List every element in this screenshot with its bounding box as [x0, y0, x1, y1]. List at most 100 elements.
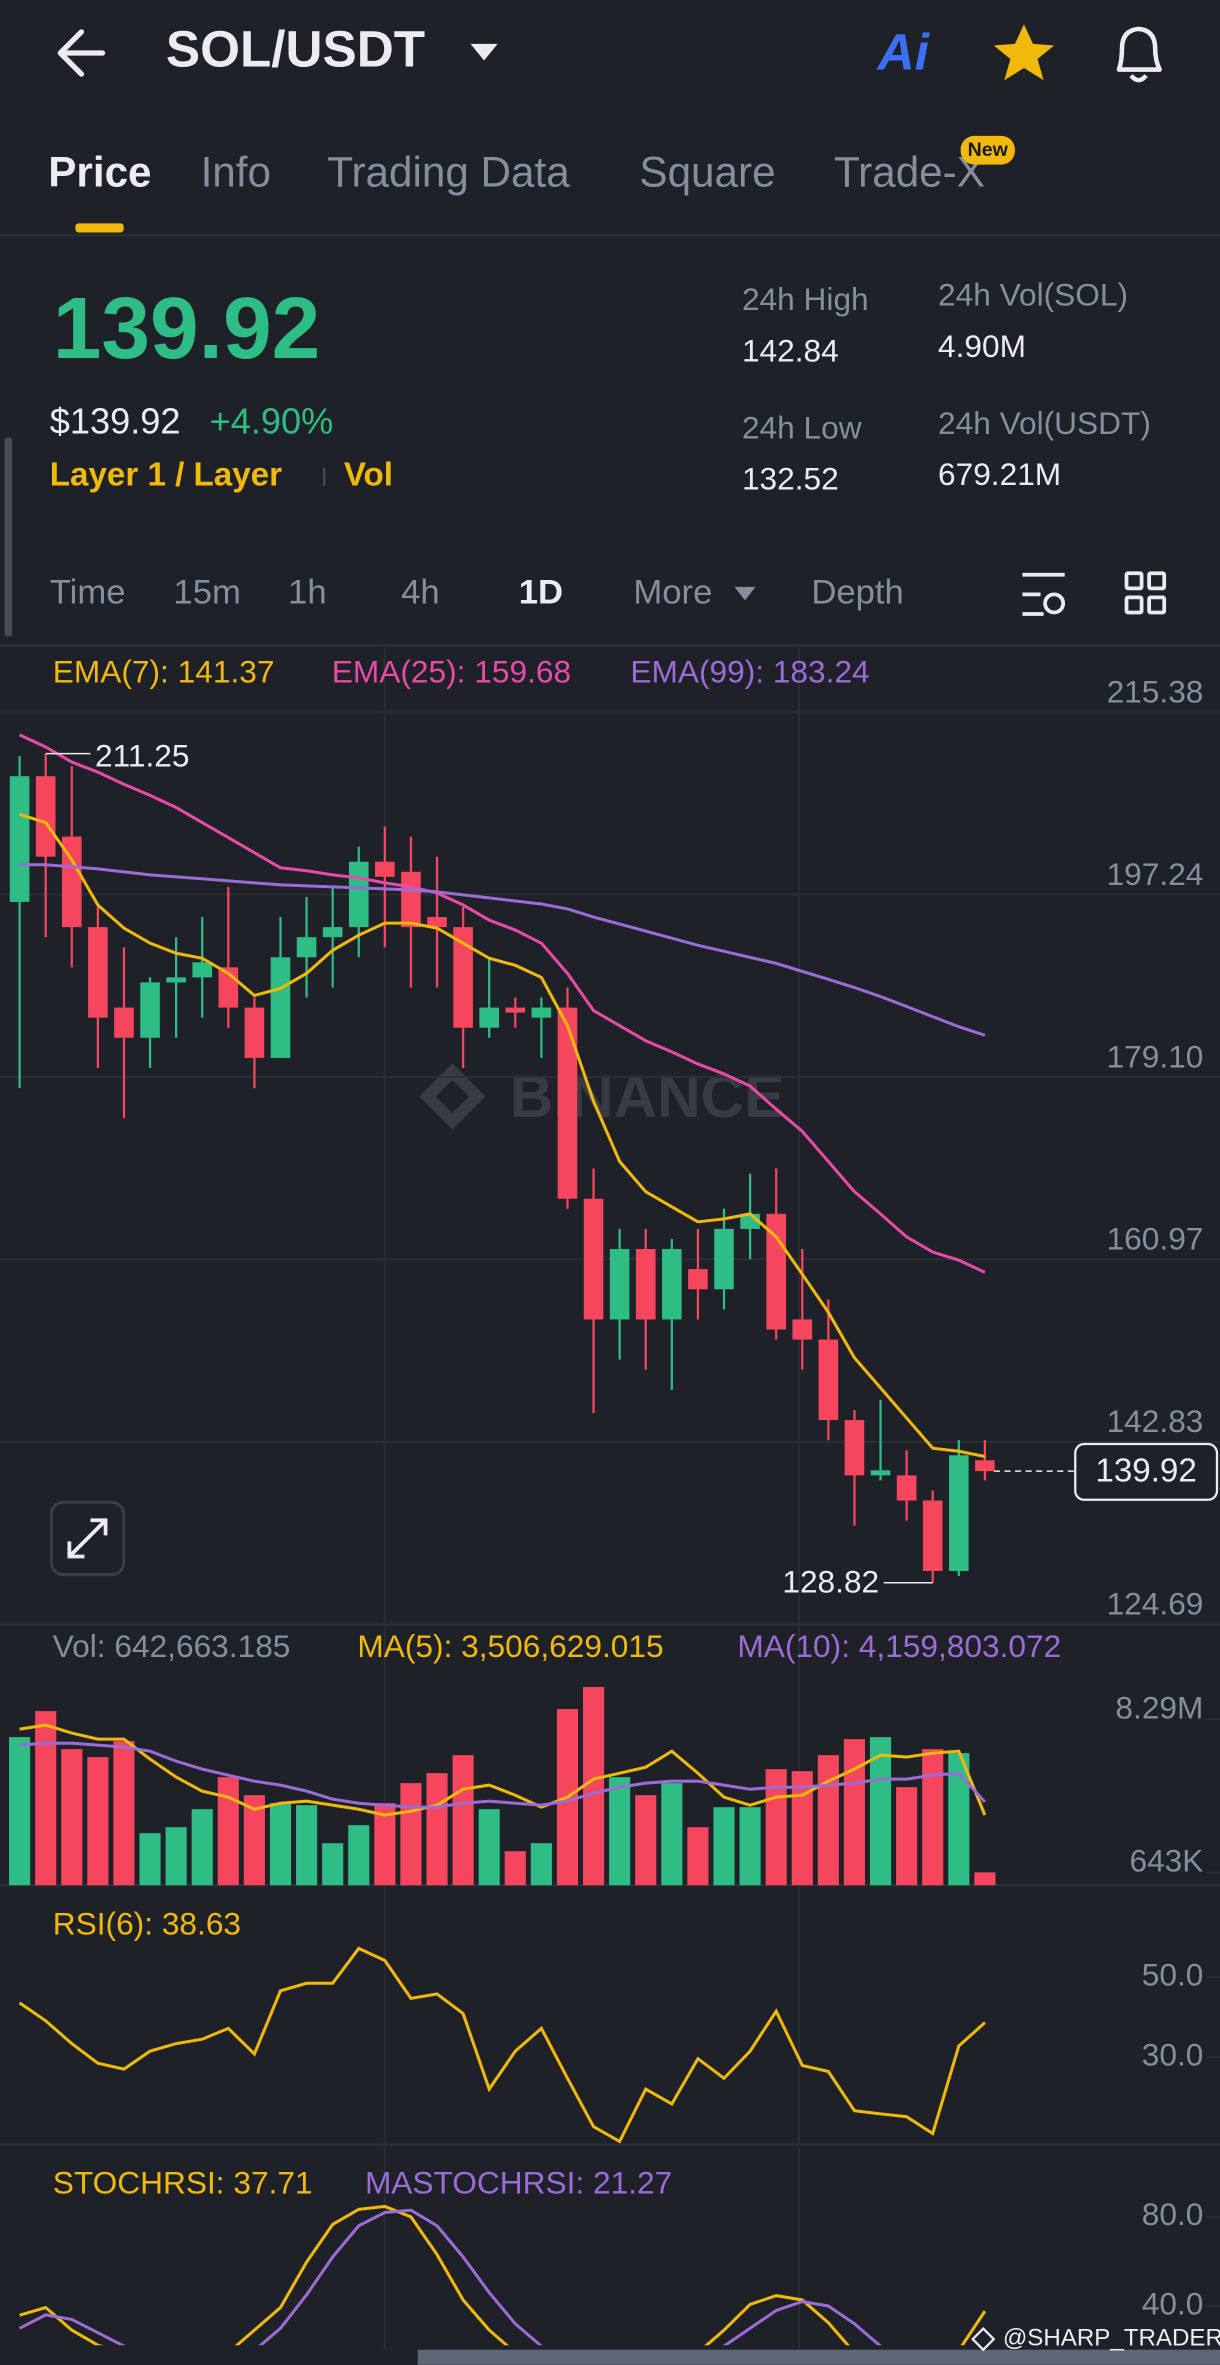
- tab[interactable]: Square: [639, 148, 775, 195]
- legend-entry: EMA(99): 183.24: [630, 654, 869, 690]
- candle-body: [662, 1249, 682, 1320]
- candle-body: [479, 1007, 500, 1028]
- volume-bar: [948, 1753, 970, 1886]
- candle-body: [922, 1500, 943, 1571]
- indicator-line: [19, 1741, 987, 1809]
- volume-bar: [452, 1755, 474, 1886]
- indicator-line: [18, 733, 986, 1274]
- layout-cell: [1147, 595, 1167, 615]
- candle-body: [270, 957, 291, 1058]
- new-badge-text: New: [968, 139, 1009, 161]
- chart-settings-button[interactable]: [1022, 572, 1066, 616]
- volume-bar: [478, 1809, 500, 1886]
- volume-bar: [348, 1825, 370, 1886]
- favorite-star[interactable]: [993, 24, 1055, 81]
- y-tick-label: 124.69: [1107, 1586, 1204, 1622]
- alerts-bell[interactable]: [1116, 26, 1162, 83]
- tab[interactable]: Trade-X: [834, 148, 985, 195]
- tab[interactable]: Info: [201, 148, 271, 195]
- last-price-label: 139.92: [1095, 1452, 1196, 1489]
- legend-entry: EMA(7): 141.37: [53, 654, 275, 690]
- y-tick-label: 8.29M: [1115, 1690, 1203, 1726]
- tab[interactable]: Price: [48, 148, 151, 195]
- credit-icon: [971, 2327, 996, 2352]
- interval[interactable]: 4h: [401, 574, 440, 612]
- volume-bar: [922, 1749, 944, 1886]
- usd-price: $139.92: [50, 401, 181, 442]
- candle-body: [35, 776, 56, 857]
- ai-button[interactable]: Ai: [876, 24, 931, 81]
- indicator-line: [19, 2204, 987, 2346]
- legend-entry: MA(5): 3,506,629.015: [357, 1628, 663, 1664]
- last-price-box: [1074, 1442, 1219, 1501]
- candle-body: [583, 1198, 604, 1320]
- candle-body: [427, 917, 447, 928]
- indicator-line: [19, 863, 986, 1037]
- more-dropdown[interactable]: [734, 586, 756, 601]
- candle-body: [348, 861, 369, 928]
- y-tick-label: 50.0: [1142, 1957, 1204, 1993]
- volume-bar: [843, 1739, 866, 1886]
- interval[interactable]: More: [633, 574, 712, 612]
- new-badge: [960, 135, 1015, 165]
- charts: 215.38 197.24 179.10 160.97 142.83 124.69 EMA(…: [0, 654, 1220, 2346]
- layout-button[interactable]: [1124, 571, 1167, 615]
- stat-label: 24h Vol(USDT): [938, 405, 1151, 441]
- stat-label: 24h Low: [742, 409, 862, 445]
- stat-value: 4.90M: [938, 328, 1026, 364]
- volume-bar: [217, 1777, 239, 1886]
- candle-body: [688, 1269, 708, 1290]
- volume-bar: [661, 1783, 683, 1886]
- interval[interactable]: 1D: [519, 574, 563, 612]
- pair-title[interactable]: SOL/USDT: [166, 21, 425, 78]
- indicator-line: [19, 812, 986, 1458]
- candle-body: [975, 1460, 995, 1472]
- volume-bar: [322, 1843, 344, 1886]
- volume-bar: [400, 1783, 422, 1886]
- chart-panel: 8.29M 643K Vol: 642,663.185 MA(5): 3,506,62…: [9, 1628, 1220, 1886]
- interval[interactable]: 1h: [288, 574, 327, 612]
- volume-bar: [139, 1833, 161, 1886]
- vol-tag[interactable]: Vol: [344, 457, 393, 494]
- volume-bar: [791, 1771, 813, 1886]
- pair-dropdown[interactable]: [470, 43, 498, 61]
- volume-bar: [191, 1809, 213, 1886]
- legend-entry: Vol: 642,663.185: [53, 1628, 291, 1664]
- tab-bar: Price Info Trading Data Square Trade-X: [48, 148, 985, 195]
- volume-bar: [896, 1787, 918, 1886]
- candle-body: [401, 871, 421, 928]
- sector-tag[interactable]: Layer 1 / Layer: [50, 457, 282, 494]
- legend-entry: RSI(6): 38.63: [53, 1905, 241, 1941]
- volume-bar: [504, 1851, 526, 1886]
- interval[interactable]: Time: [50, 574, 126, 612]
- candle-body: [88, 927, 108, 1018]
- volume-bar: [635, 1795, 657, 1886]
- candle-body: [870, 1470, 891, 1476]
- fullscreen-button[interactable]: [49, 1500, 126, 1577]
- scrollbar: [4, 437, 13, 637]
- candle-body: [114, 1007, 134, 1038]
- layout-cell: [1147, 571, 1167, 591]
- interval[interactable]: 15m: [173, 574, 240, 612]
- low-label: 128.82: [782, 1564, 879, 1600]
- volume-bar: [426, 1773, 448, 1886]
- settings-lines: [1022, 572, 1065, 616]
- stat-label: 24h High: [742, 281, 869, 317]
- y-tick-label: 40.0: [1142, 2285, 1204, 2321]
- interval[interactable]: Depth: [811, 574, 904, 612]
- home-bar: [417, 2349, 1220, 2365]
- credit: @SHARP_TRADER: [1003, 2325, 1220, 2352]
- stat-value: 132.52: [742, 461, 839, 497]
- chart-panel: 215.38 197.24 179.10 160.97 142.83 124.69 EMA(…: [0, 654, 1220, 1626]
- candle-body: [844, 1420, 865, 1476]
- candle-body: [322, 927, 343, 938]
- indicator-line: [18, 2208, 882, 2346]
- tab[interactable]: Trading Data: [327, 148, 570, 195]
- back-button[interactable]: [57, 29, 106, 77]
- volume-bar: [817, 1755, 839, 1886]
- high-label: 211.25: [95, 737, 189, 773]
- y-tick-label: 197.24: [1107, 856, 1204, 892]
- candle-body: [949, 1455, 969, 1571]
